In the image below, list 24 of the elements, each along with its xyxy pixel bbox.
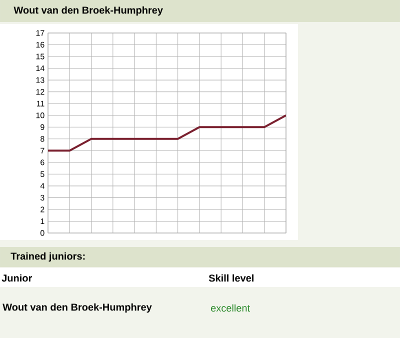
y-tick-label: 0 <box>40 230 44 236</box>
y-tick-label: 9 <box>40 124 44 130</box>
y-tick-label: 3 <box>40 194 44 201</box>
y-tick-label: 8 <box>40 136 44 142</box>
y-tick-label: 7 <box>40 148 44 154</box>
text: Trained juniors: <box>10 252 85 262</box>
y-tick-label: 1 <box>40 218 44 224</box>
y-tick-label: 5 <box>40 171 44 177</box>
text: Wout van den Broek-Humphrey <box>2 303 152 313</box>
y-tick-label: 14 <box>36 66 44 72</box>
y-tick-label: 16 <box>36 42 44 48</box>
text: Junior <box>2 274 32 282</box>
y-tick-label: 13 <box>36 77 44 83</box>
chart-title: Wout van den Broek-Humphrey <box>14 6 163 16</box>
y-tick-label: 17 <box>36 30 44 36</box>
y-tick-label: 10 <box>36 112 44 118</box>
text: excellent <box>211 304 250 312</box>
y-tick-label: 11 <box>36 100 44 106</box>
y-tick-label: 4 <box>40 183 44 189</box>
y-tick-label: 6 <box>40 160 44 166</box>
y-tick-label: 12 <box>36 89 44 95</box>
y-tick-label: 2 <box>40 206 44 212</box>
text: Skill level <box>208 274 254 282</box>
y-tick-label: 15 <box>36 54 44 60</box>
